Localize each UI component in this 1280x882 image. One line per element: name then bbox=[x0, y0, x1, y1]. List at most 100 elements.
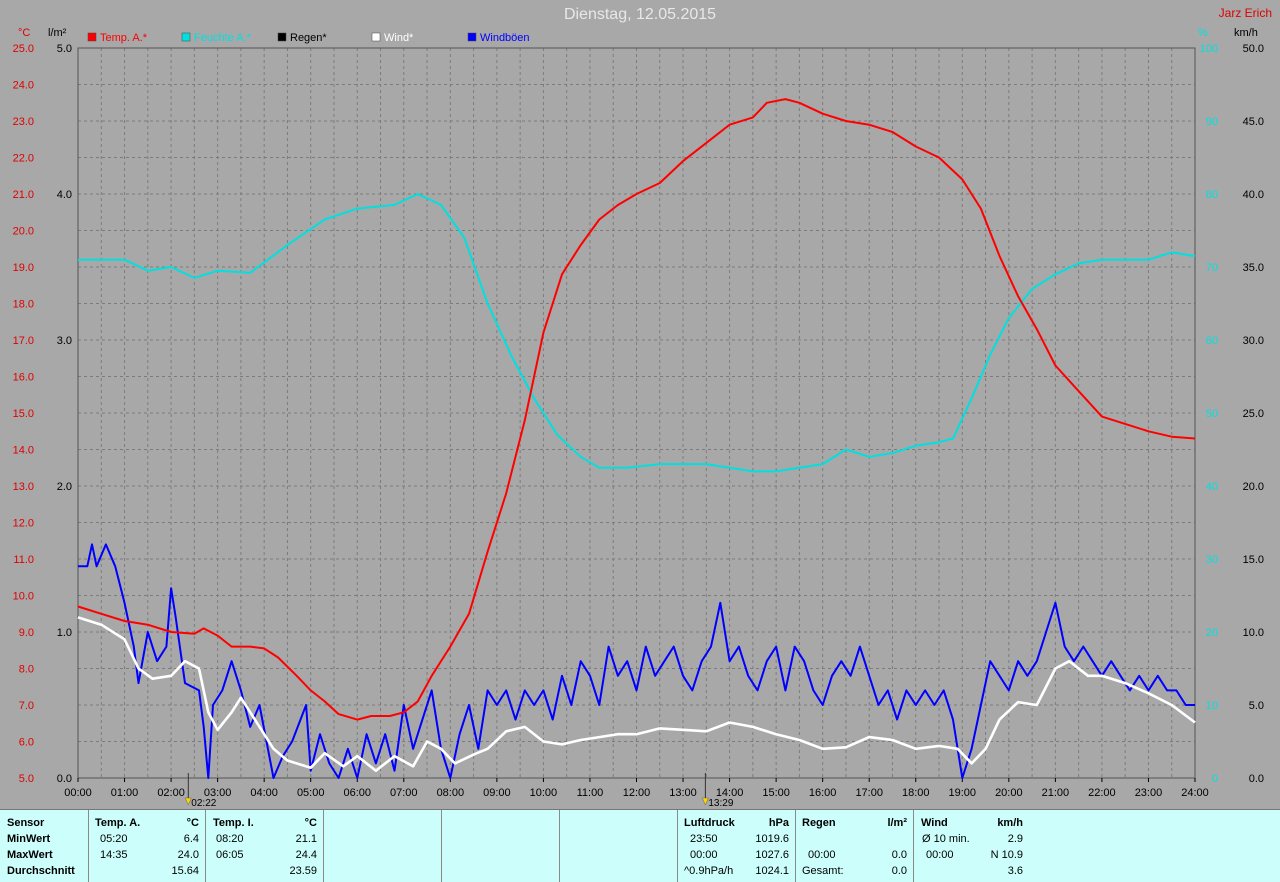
time-marker-label: 02:22 bbox=[191, 798, 216, 808]
x-tick-label: 21:00 bbox=[1042, 787, 1070, 799]
rain-max-value: 0.0 bbox=[891, 849, 907, 861]
wind-unit: km/h bbox=[997, 817, 1023, 829]
rain-axis-unit: l/m² bbox=[48, 27, 67, 39]
stats-col-temp-i: Temp. I. °C 08:20 21.1 06:05 24.4 23.59 bbox=[206, 810, 324, 882]
wind-tick-label: 20.0 bbox=[1243, 481, 1264, 493]
rain-tick-label: 2.0 bbox=[57, 481, 72, 493]
temp-tick-label: 16.0 bbox=[13, 372, 34, 384]
temp-tick-label: 12.0 bbox=[13, 518, 34, 530]
stats-col-empty-2 bbox=[442, 810, 560, 882]
temp-tick-label: 21.0 bbox=[13, 189, 34, 201]
humidity-tick-label: 40 bbox=[1206, 481, 1218, 493]
humidity-tick-label: 80 bbox=[1206, 189, 1218, 201]
wind-tick-label: 40.0 bbox=[1243, 189, 1264, 201]
humidity-tick-label: 10 bbox=[1206, 700, 1218, 712]
wind-tick-label: 50.0 bbox=[1243, 43, 1264, 55]
rain-tick-label: 0.0 bbox=[57, 773, 72, 785]
pressure-trend: ^0.9hPa/h bbox=[684, 865, 734, 877]
x-tick-label: 15:00 bbox=[762, 787, 790, 799]
legend-label: Temp. A.* bbox=[100, 32, 148, 44]
x-tick-label: 04:00 bbox=[250, 787, 278, 799]
temp-axis-unit: °C bbox=[18, 27, 30, 39]
wind-min-label: Ø 10 min. bbox=[922, 833, 970, 845]
pressure-header: Luftdruck bbox=[684, 817, 735, 829]
temp-tick-label: 24.0 bbox=[13, 80, 34, 92]
x-tick-label: 11:00 bbox=[577, 787, 604, 799]
legend-label: Wind* bbox=[384, 32, 414, 44]
temp-a-max-value: 24.0 bbox=[177, 849, 199, 861]
chart-title: Dienstag, 12.05.2015 bbox=[563, 6, 717, 23]
rain-header: Regen bbox=[802, 817, 836, 829]
x-tick-label: 14:00 bbox=[716, 787, 744, 799]
temp-tick-label: 20.0 bbox=[13, 226, 34, 238]
temp-i-max-time: 06:05 bbox=[216, 849, 244, 861]
pressure-min-time: 23:50 bbox=[690, 833, 718, 845]
temp-tick-label: 8.0 bbox=[19, 664, 34, 676]
x-tick-label: 23:00 bbox=[1135, 787, 1163, 799]
wind-max-time: 00:00 bbox=[926, 849, 954, 861]
temp-tick-label: 13.0 bbox=[13, 481, 34, 493]
temp-tick-label: 18.0 bbox=[13, 299, 34, 311]
wind-tick-label: 30.0 bbox=[1243, 335, 1264, 347]
legend-swatch bbox=[87, 32, 97, 42]
temp-i-avg: 23.59 bbox=[289, 865, 317, 877]
time-marker-icon bbox=[184, 797, 192, 806]
x-tick-label: 20:00 bbox=[995, 787, 1023, 799]
x-tick-label: 09:00 bbox=[483, 787, 511, 799]
x-tick-label: 05:00 bbox=[297, 787, 325, 799]
humidity-tick-label: 100 bbox=[1200, 43, 1218, 55]
humidity-tick-label: 50 bbox=[1206, 408, 1218, 420]
stats-col-temp-a: Temp. A. °C 05:20 6.4 14:35 24.0 15.64 bbox=[89, 810, 206, 882]
temp-tick-label: 5.0 bbox=[19, 773, 34, 785]
wind-header: Wind bbox=[921, 817, 948, 829]
temp-i-min-time: 08:20 bbox=[216, 833, 244, 845]
legend-label: Windböen bbox=[480, 32, 530, 44]
author-label: Jarz Erich bbox=[1218, 6, 1272, 20]
pressure-min-value: 1019.6 bbox=[755, 833, 789, 845]
x-tick-label: 08:00 bbox=[437, 787, 465, 799]
temp-tick-label: 22.0 bbox=[13, 153, 34, 165]
rain-unit: l/m² bbox=[887, 817, 907, 829]
rain-total: 0.0 bbox=[891, 865, 907, 877]
stats-table: Sensor MinWert MaxWert Durchschnitt Temp… bbox=[0, 809, 1280, 882]
temp-tick-label: 14.0 bbox=[13, 445, 34, 457]
stats-col-rain: Regen l/m² 00:00 0.0 Gesamt: 0.0 bbox=[796, 810, 914, 882]
wind-min-value: 2.9 bbox=[1007, 833, 1023, 845]
pressure-max-value: 1027.6 bbox=[755, 849, 789, 861]
rain-tick-label: 5.0 bbox=[57, 43, 72, 55]
x-tick-label: 17:00 bbox=[855, 787, 883, 799]
temp-tick-label: 11.0 bbox=[13, 554, 34, 566]
series-line-wind bbox=[77, 616, 1196, 773]
temp-tick-label: 6.0 bbox=[19, 737, 34, 749]
wind-tick-label: 5.0 bbox=[1249, 700, 1264, 712]
legend-swatch bbox=[277, 32, 287, 42]
series-line-tempa bbox=[77, 98, 1196, 721]
x-tick-label: 12:00 bbox=[623, 787, 651, 799]
stats-col-empty-1 bbox=[324, 810, 442, 882]
x-tick-label: 22:00 bbox=[1088, 787, 1116, 799]
x-tick-label: 16:00 bbox=[809, 787, 837, 799]
temp-tick-label: 9.0 bbox=[19, 627, 34, 639]
humidity-tick-label: 0 bbox=[1212, 773, 1218, 785]
series-line-feuchtea bbox=[78, 193, 1196, 473]
temp-a-min-time: 05:20 bbox=[100, 833, 128, 845]
x-tick-label: 13:00 bbox=[669, 787, 697, 799]
x-tick-label: 19:00 bbox=[949, 787, 977, 799]
temp-i-min-value: 21.1 bbox=[295, 833, 317, 845]
legend-swatch bbox=[181, 32, 191, 42]
wind-avg: 3.6 bbox=[1007, 865, 1023, 877]
stats-col-pressure: Luftdruck hPa 23:50 1019.6 00:00 1027.6 … bbox=[678, 810, 796, 882]
temp-i-unit: °C bbox=[304, 817, 317, 829]
wind-max-value: N 10.9 bbox=[990, 849, 1023, 861]
temp-tick-label: 10.0 bbox=[13, 591, 34, 603]
humidity-tick-label: 20 bbox=[1206, 627, 1218, 639]
wind-tick-label: 35.0 bbox=[1243, 262, 1264, 274]
legend-label: Feuchte A.* bbox=[194, 32, 252, 44]
humidity-axis-unit: % bbox=[1198, 27, 1208, 39]
x-tick-label: 10:00 bbox=[530, 787, 558, 799]
pressure-avg: 1024.1 bbox=[755, 865, 789, 877]
x-tick-label: 02:00 bbox=[157, 787, 185, 799]
temp-tick-label: 23.0 bbox=[13, 116, 34, 128]
legend-label: Regen* bbox=[290, 32, 327, 44]
row-label-avg: Durchschnitt bbox=[7, 865, 75, 877]
